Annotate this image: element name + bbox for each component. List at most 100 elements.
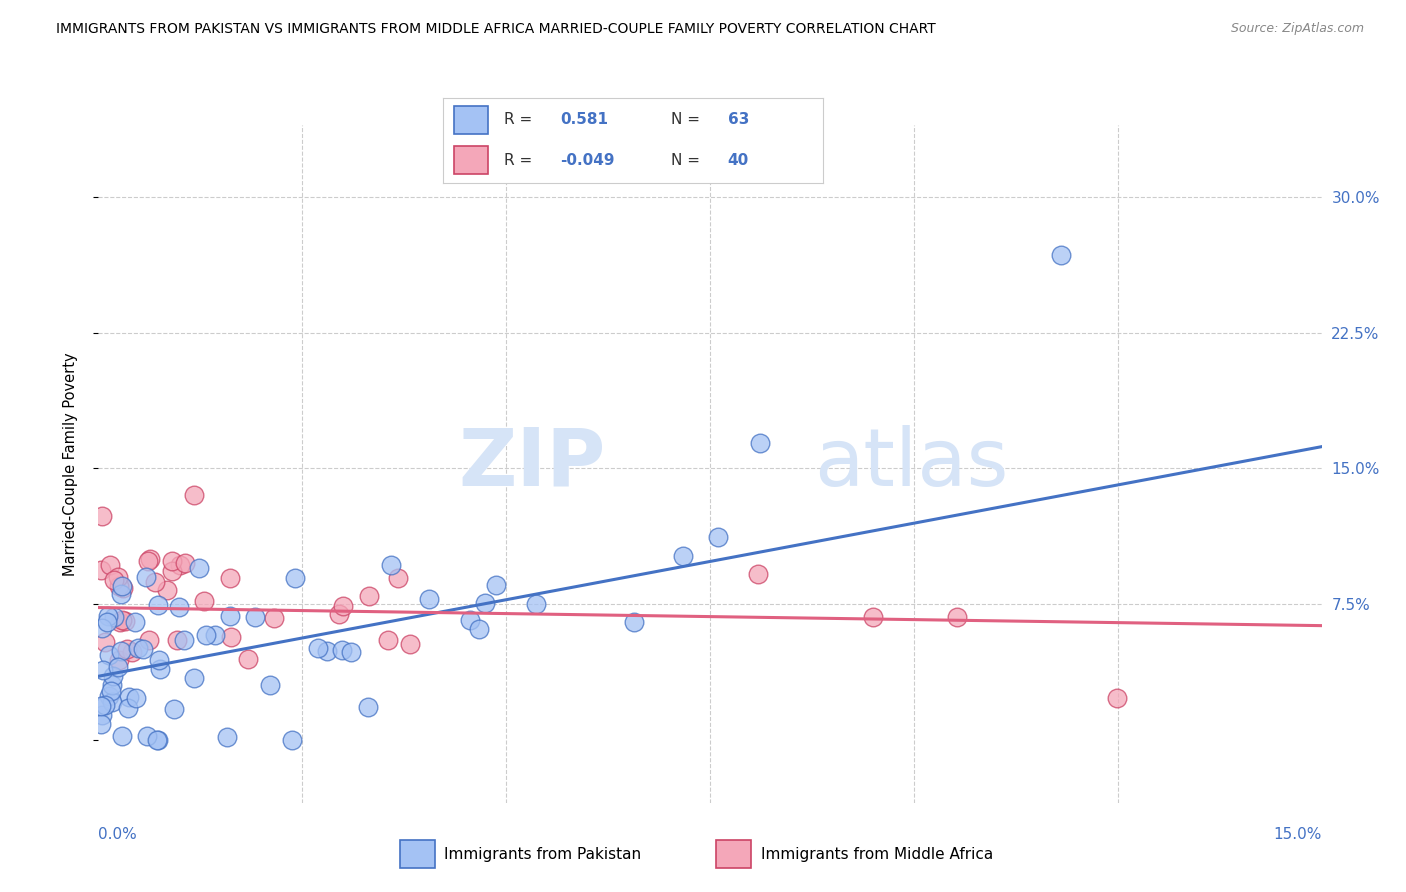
Point — [183, 488, 205, 502]
Point — [748, 436, 770, 450]
Text: atlas: atlas — [814, 425, 1008, 503]
Text: 40: 40 — [728, 153, 749, 168]
Point — [195, 628, 218, 642]
Point — [90, 563, 112, 577]
Point — [672, 549, 695, 564]
Point — [167, 600, 190, 615]
Point — [96, 615, 118, 629]
Point — [156, 582, 179, 597]
Y-axis label: Married-Couple Family Poverty: Married-Couple Family Poverty — [63, 352, 77, 575]
Point — [111, 579, 134, 593]
Point — [380, 558, 402, 573]
Point — [98, 558, 121, 572]
Point — [193, 594, 215, 608]
Point — [107, 660, 129, 674]
Point — [1107, 690, 1129, 705]
FancyBboxPatch shape — [716, 840, 751, 868]
Point — [204, 628, 226, 642]
Point — [136, 729, 159, 743]
Point — [148, 599, 170, 613]
Text: N =: N = — [671, 112, 704, 128]
Point — [162, 702, 184, 716]
Point — [132, 641, 155, 656]
Point — [138, 552, 160, 566]
Text: ZIP: ZIP — [458, 425, 606, 503]
Point — [146, 732, 169, 747]
Point — [187, 561, 209, 575]
Point — [97, 609, 120, 624]
Point — [236, 652, 259, 666]
Point — [103, 610, 125, 624]
FancyBboxPatch shape — [401, 840, 434, 868]
Point — [127, 640, 149, 655]
Point — [284, 571, 307, 585]
Point — [458, 613, 481, 627]
Point — [115, 641, 138, 656]
Point — [218, 609, 240, 624]
Point — [149, 662, 172, 676]
Point — [474, 596, 496, 610]
Point — [946, 609, 969, 624]
FancyBboxPatch shape — [454, 146, 488, 175]
Point — [219, 571, 242, 585]
Point — [143, 574, 166, 589]
Text: N =: N = — [671, 153, 704, 168]
Point — [94, 635, 117, 649]
Point — [107, 570, 129, 584]
Point — [524, 597, 547, 611]
Point — [707, 529, 730, 543]
Point — [862, 609, 884, 624]
Point — [103, 573, 125, 587]
Point — [125, 691, 148, 706]
Point — [243, 610, 266, 624]
Text: -0.049: -0.049 — [561, 153, 614, 168]
Point — [387, 571, 409, 585]
Text: Source: ZipAtlas.com: Source: ZipAtlas.com — [1230, 22, 1364, 36]
Point — [111, 613, 134, 627]
Point — [118, 690, 141, 705]
Point — [91, 663, 114, 677]
Point — [101, 668, 124, 682]
Point — [340, 644, 363, 658]
Point — [138, 633, 160, 648]
Text: 0.0%: 0.0% — [98, 827, 138, 841]
Point — [110, 586, 132, 600]
Point — [357, 700, 380, 714]
Point — [623, 615, 645, 629]
Point — [174, 556, 197, 570]
Point — [307, 640, 329, 655]
Point — [747, 566, 769, 581]
Point — [110, 644, 132, 658]
Point — [108, 615, 131, 629]
Point — [468, 622, 491, 636]
Point — [418, 592, 440, 607]
Point — [94, 698, 117, 712]
Text: 15.0%: 15.0% — [1274, 827, 1322, 841]
Point — [263, 610, 285, 624]
Point — [107, 578, 129, 592]
Point — [136, 554, 159, 568]
Text: IMMIGRANTS FROM PAKISTAN VS IMMIGRANTS FROM MIDDLE AFRICA MARRIED-COUPLE FAMILY : IMMIGRANTS FROM PAKISTAN VS IMMIGRANTS F… — [56, 22, 936, 37]
Point — [173, 633, 195, 648]
Text: Immigrants from Middle Africa: Immigrants from Middle Africa — [761, 847, 993, 862]
Point — [259, 677, 281, 691]
Point — [148, 653, 170, 667]
Point — [359, 589, 381, 603]
Point — [117, 701, 139, 715]
Point — [166, 633, 188, 648]
Point — [146, 732, 169, 747]
Point — [91, 508, 114, 523]
Point — [160, 554, 183, 568]
Point — [485, 577, 508, 591]
Point — [100, 684, 122, 698]
Point — [1049, 248, 1071, 262]
Point — [215, 730, 238, 744]
FancyBboxPatch shape — [454, 106, 488, 134]
Text: 0.581: 0.581 — [561, 112, 609, 128]
Point — [169, 558, 191, 572]
Text: R =: R = — [503, 153, 537, 168]
Point — [219, 630, 242, 644]
Point — [107, 653, 129, 667]
Point — [124, 615, 146, 630]
Point — [377, 632, 399, 647]
